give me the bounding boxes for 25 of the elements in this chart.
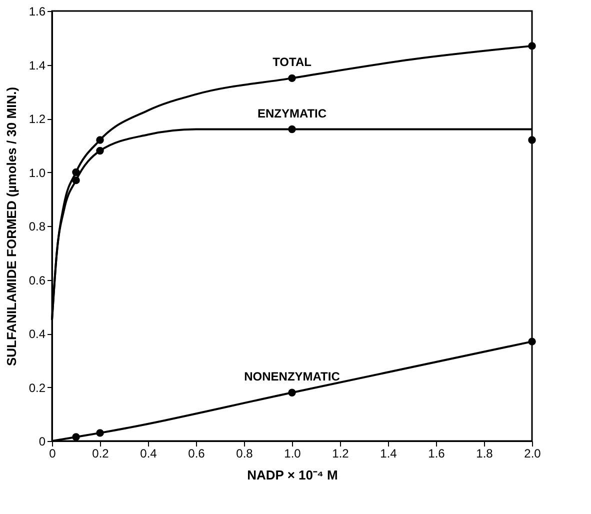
y-tick-label: 1.6 [28,4,46,18]
x-tick-label: 1.0 [284,446,302,460]
y-tick-label: 1.2 [28,112,46,126]
y-tick-label: 1.4 [28,58,46,72]
x-tick-label: 0.8 [236,446,254,460]
x-tick-label: 1.4 [380,446,398,460]
series-label: NONENZYMATIC [244,370,340,384]
x-tick-label: 0.6 [188,446,206,460]
x-axis-title: NADP × 10⁻⁴ M [247,468,338,482]
y-tick-label: 0.2 [28,380,46,395]
y-tick-label: 0.8 [28,220,46,234]
x-tick-label: 1.2 [332,446,350,460]
x-tick-label: 1.6 [428,446,446,460]
x-tick-label: 0.2 [92,446,110,460]
x-tick-label: 0 [49,446,56,460]
y-tick-label: 0 [38,434,46,448]
series-label: ENZYMATIC [257,106,327,120]
y-tick-label: 0.4 [28,327,46,341]
x-tick-label: 0.4 [140,446,158,460]
series-label: TOTAL [272,55,312,70]
y-axis-title: SULFANILAMIDE FORMED (µmoles / 30 MIN.) [4,86,19,366]
y-tick-label: 1.0 [28,166,46,180]
y-tick-label: 0.6 [28,273,46,288]
x-tick-label: 1.8 [476,446,494,460]
x-tick-label: 2.0 [524,446,542,460]
